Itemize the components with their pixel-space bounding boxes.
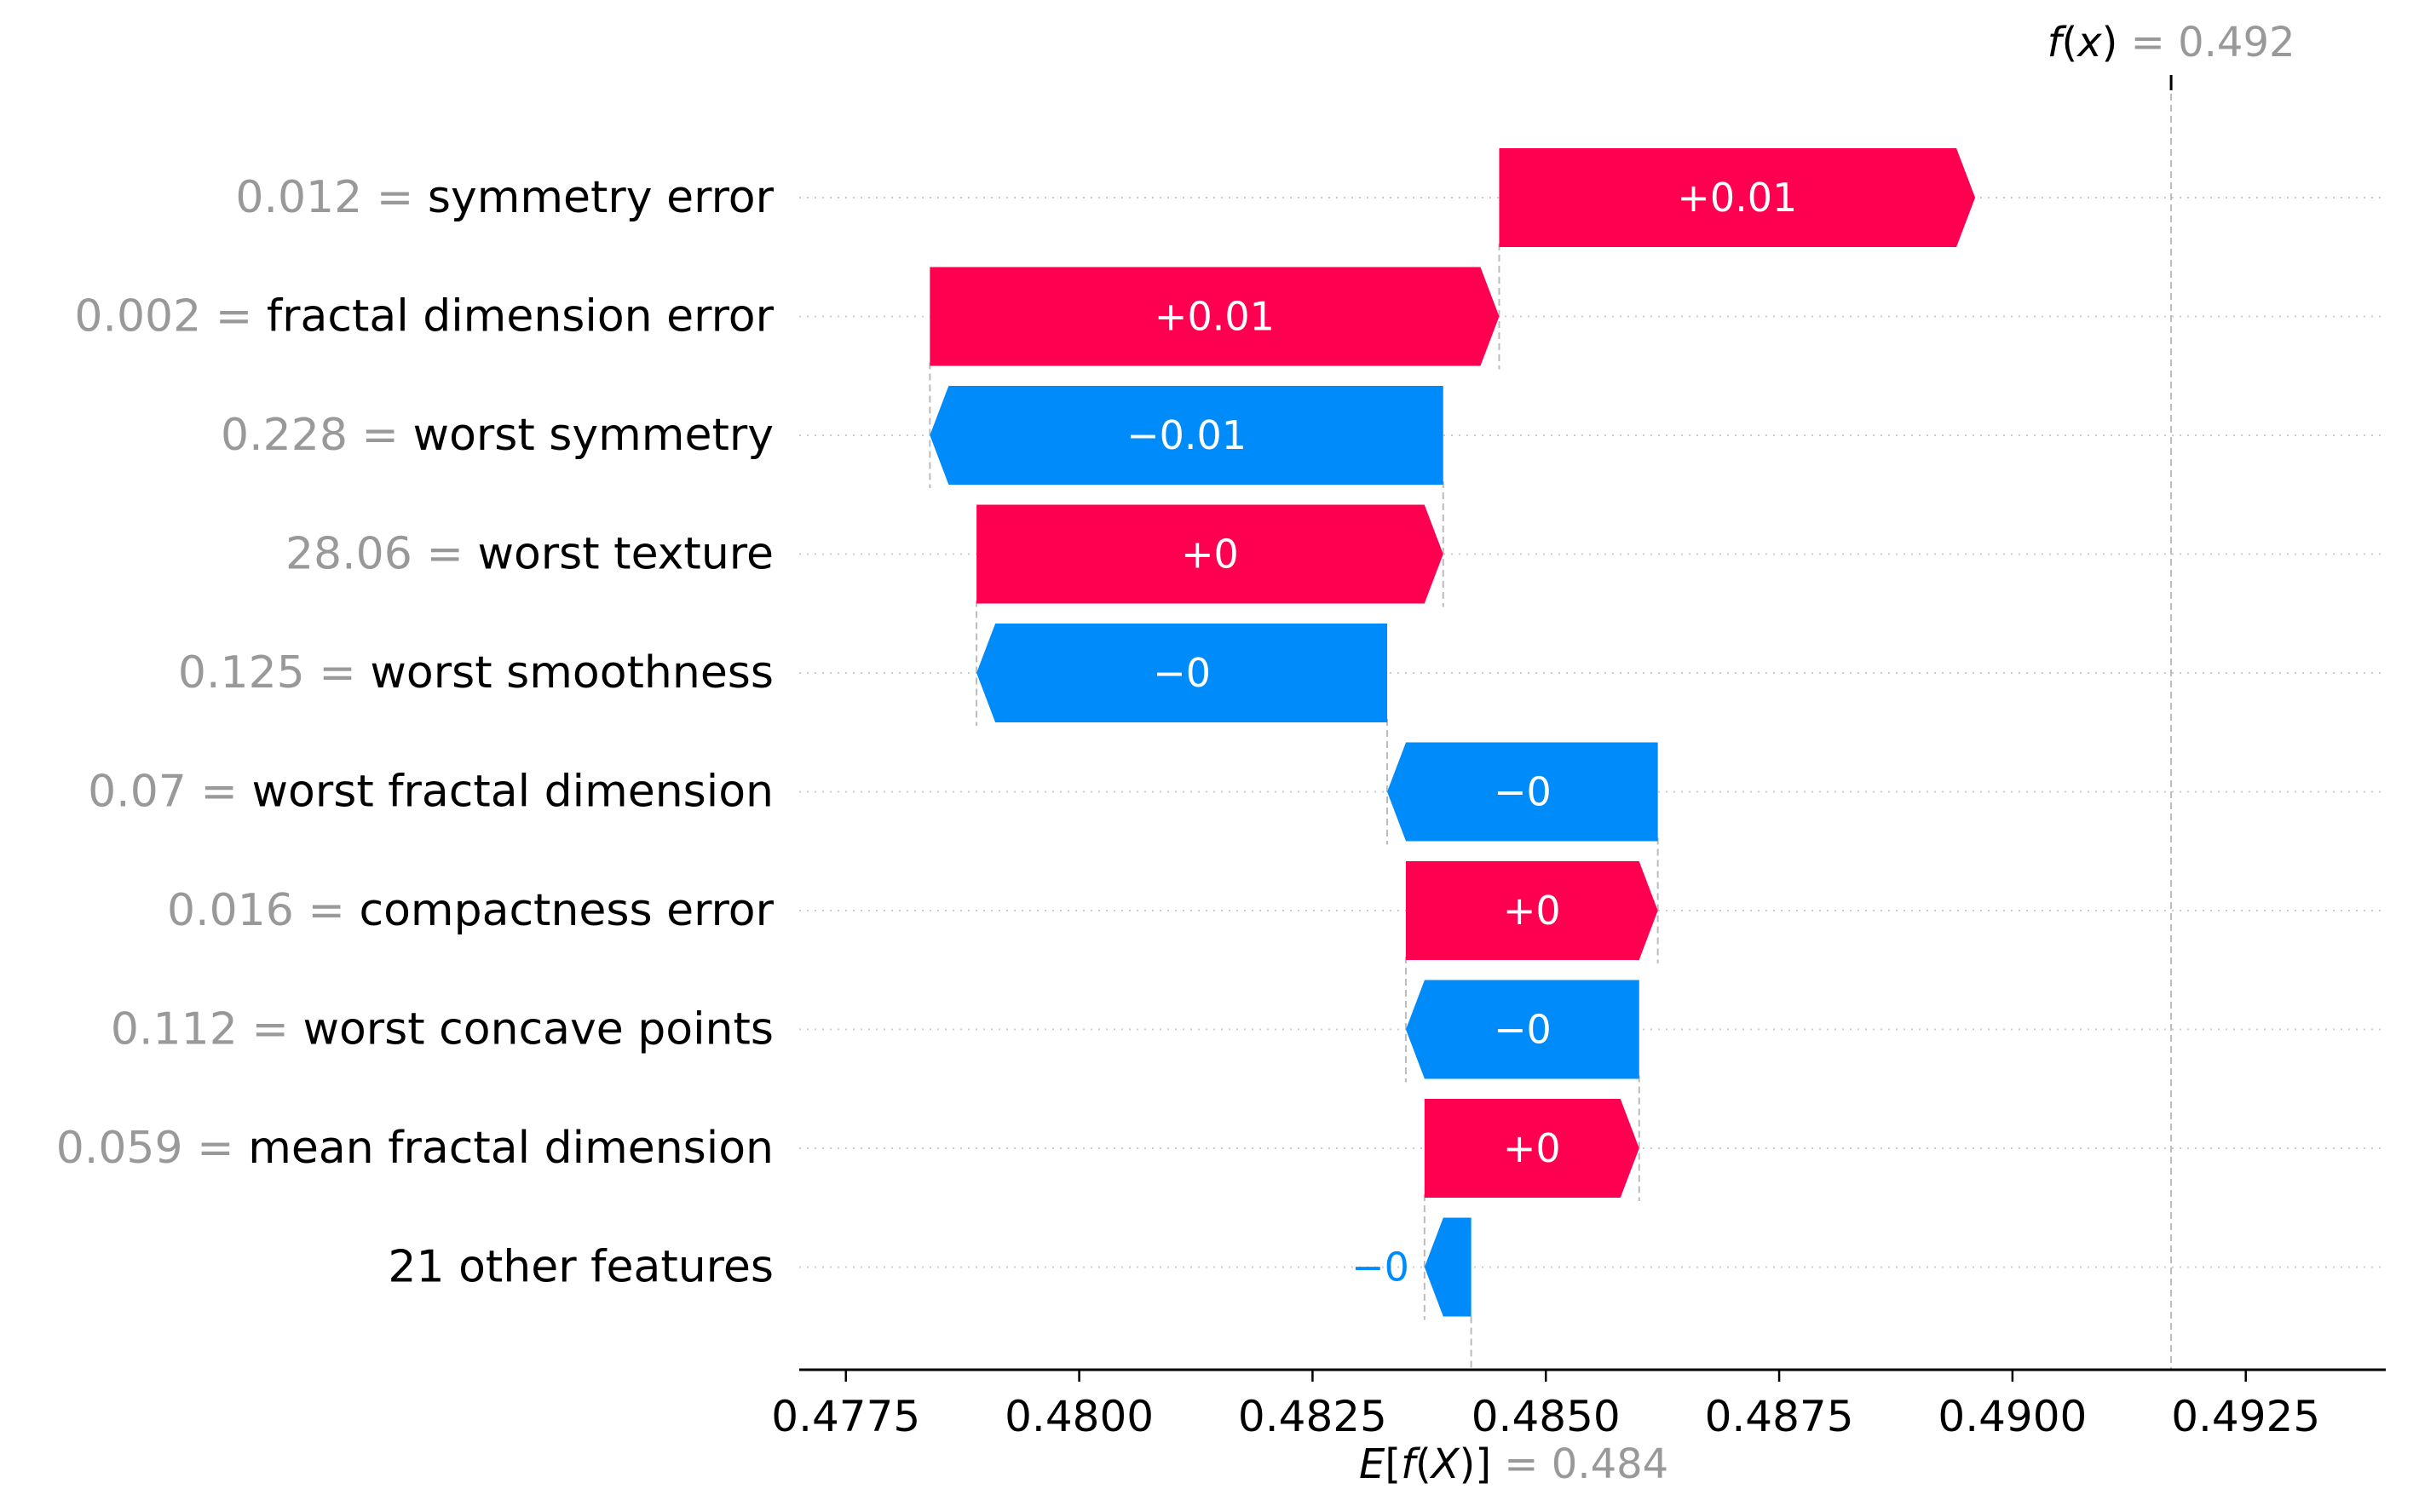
feature-name: fractal dimension error <box>267 291 775 342</box>
feature-label: 0.125 = worst smoothness <box>178 647 774 699</box>
feature-value: 0.228 <box>221 410 348 461</box>
positive-contribution-bar <box>930 267 1500 366</box>
bar-value-label: +0.01 <box>1677 175 1797 221</box>
output-value-annotation: f(x) = 0.492 <box>2048 19 2295 66</box>
bar-value-label: −0.01 <box>1126 412 1247 458</box>
feature-value: 0.059 <box>56 1123 183 1174</box>
feature-label: 0.016 = compactness error <box>167 885 775 936</box>
negative-contribution-bar <box>976 624 1388 722</box>
feature-value: 28.06 <box>285 529 412 580</box>
bar-value-label: −0 <box>1494 769 1552 815</box>
feature-name: worst smoothness <box>370 647 774 699</box>
feature-name: worst texture <box>477 529 774 580</box>
feature-label: 0.002 = fractal dimension error <box>74 291 774 342</box>
feature-name: worst fractal dimension <box>252 767 774 818</box>
equals-sign: = <box>305 647 371 699</box>
x-tick-label: 0.4800 <box>1005 1392 1154 1441</box>
feature-name: worst symmetry <box>413 410 774 461</box>
bar-value-label: +0 <box>1503 888 1561 934</box>
base-value-annotation: E[f(X)] = 0.484 <box>1359 1440 1668 1488</box>
feature-label: 0.228 = worst symmetry <box>221 410 774 461</box>
negative-contribution-bar <box>930 386 1443 485</box>
feature-label: 0.012 = symmetry error <box>235 172 774 223</box>
x-tick-label: 0.4775 <box>771 1392 920 1441</box>
feature-name: mean fractal dimension <box>248 1123 774 1174</box>
bar-value-label: −0 <box>1494 1007 1552 1053</box>
x-axis: 0.4775 0.4800 0.4825 0.4850 0.4875 0.4900 0.49… <box>771 1368 2386 1441</box>
feature-label: 28.06 = worst texture <box>285 529 774 580</box>
feature-value: 0.07 <box>88 767 187 818</box>
equals-sign: = <box>201 291 267 342</box>
feature-label: 21 other features <box>388 1242 774 1293</box>
positive-contribution-bar <box>976 504 1443 604</box>
equals-sign: = <box>348 410 413 461</box>
equals-sign: = <box>362 172 428 223</box>
equals-sign: = <box>412 529 478 580</box>
feature-label: 0.07 = worst fractal dimension <box>88 767 774 818</box>
bar-value-label: +0 <box>1181 532 1239 578</box>
positive-contribution-bar <box>1499 148 1976 247</box>
feature-name: compactness error <box>360 885 775 936</box>
feature-label: 0.059 = mean fractal dimension <box>56 1123 774 1174</box>
value-annotations: f(x) = 0.492 E[f(X)] = 0.484 <box>1359 19 2295 1488</box>
equals-sign: = <box>294 885 360 936</box>
bar-value-label: +0.01 <box>1155 294 1275 340</box>
negative-contribution-bar <box>1405 980 1639 1079</box>
x-tick-label: 0.4900 <box>1938 1392 2087 1441</box>
positive-contribution-bar <box>1424 1099 1639 1198</box>
bar-value-label: −0 <box>1351 1245 1409 1291</box>
feature-value: 0.125 <box>178 647 305 699</box>
feature-value: 0.002 <box>74 291 201 342</box>
feature-labels: 0.012 = symmetry error 0.002 = fractal di… <box>56 172 775 1293</box>
negative-contribution-bar <box>1387 742 1658 842</box>
feature-label: 0.112 = worst concave points <box>111 1004 774 1055</box>
positive-contribution-bar <box>1405 861 1658 960</box>
x-tick-label: 0.4850 <box>1472 1392 1621 1441</box>
connector-lines <box>929 75 2173 1370</box>
feature-name: 21 other features <box>388 1242 774 1293</box>
feature-value: 0.012 <box>235 172 362 223</box>
x-tick-label: 0.4925 <box>2171 1392 2320 1441</box>
equals-sign: = <box>238 1004 303 1055</box>
feature-name: worst concave points <box>302 1004 774 1055</box>
contribution-bars: +0.01 +0.01 −0.01 +0 −0 −0 +0 −0 +0 −0 <box>930 148 1976 1317</box>
x-tick-label: 0.4825 <box>1238 1392 1387 1441</box>
x-tick-label: 0.4875 <box>1705 1392 1854 1441</box>
feature-name: symmetry error <box>428 172 775 223</box>
equals-sign: = <box>187 767 252 818</box>
negative-contribution-bar <box>1424 1217 1472 1317</box>
feature-value: 0.112 <box>111 1004 238 1055</box>
bar-value-label: −0 <box>1153 650 1211 696</box>
bar-value-label: +0 <box>1503 1125 1561 1171</box>
feature-value: 0.016 <box>167 885 294 936</box>
equals-sign: = <box>183 1123 249 1174</box>
